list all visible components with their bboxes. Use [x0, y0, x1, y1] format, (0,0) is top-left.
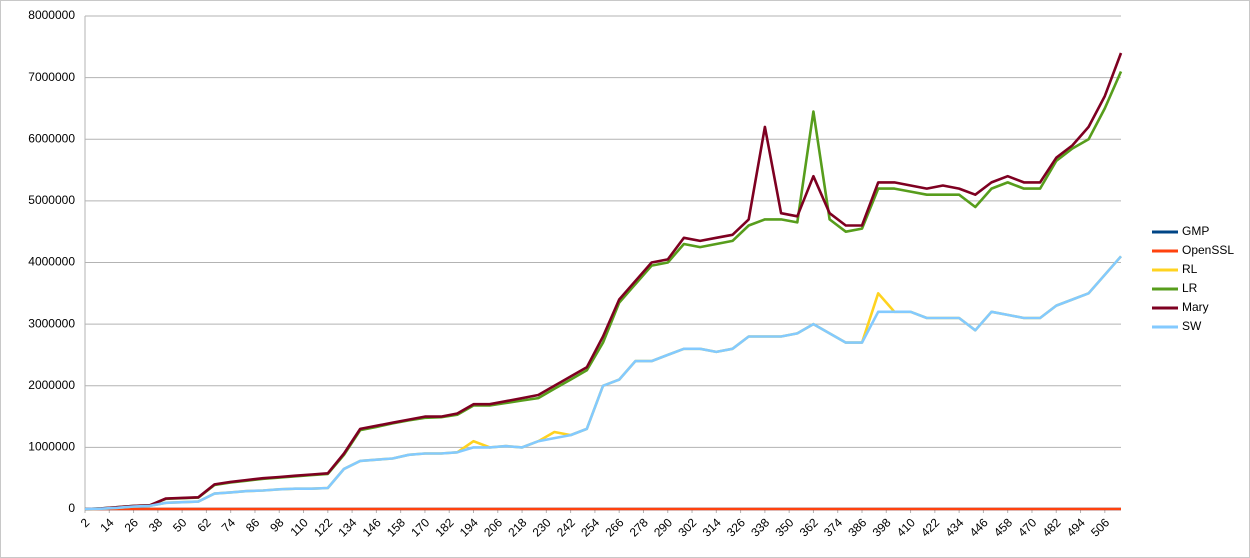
y-tick-label: 2000000	[28, 378, 75, 392]
series-line	[84, 52, 1123, 511]
y-tick-label: 5000000	[28, 193, 75, 207]
y-tick-label: 1000000	[28, 440, 75, 454]
legend-label: OpenSSL	[1182, 243, 1234, 257]
y-tick-label: 6000000	[28, 131, 75, 145]
legend-label: Mary	[1182, 300, 1209, 314]
y-tick-label: 0	[68, 501, 75, 515]
legend-label: RL	[1182, 262, 1198, 276]
series-line	[84, 255, 1122, 511]
y-tick-label: 4000000	[28, 255, 75, 269]
legend-label: LR	[1182, 281, 1198, 295]
y-tick-label: 7000000	[28, 70, 75, 84]
y-tick-label: 8000000	[28, 8, 75, 22]
legend-label: GMP	[1182, 224, 1209, 238]
legend-label: SW	[1182, 319, 1202, 333]
y-tick-label: 3000000	[28, 316, 75, 330]
